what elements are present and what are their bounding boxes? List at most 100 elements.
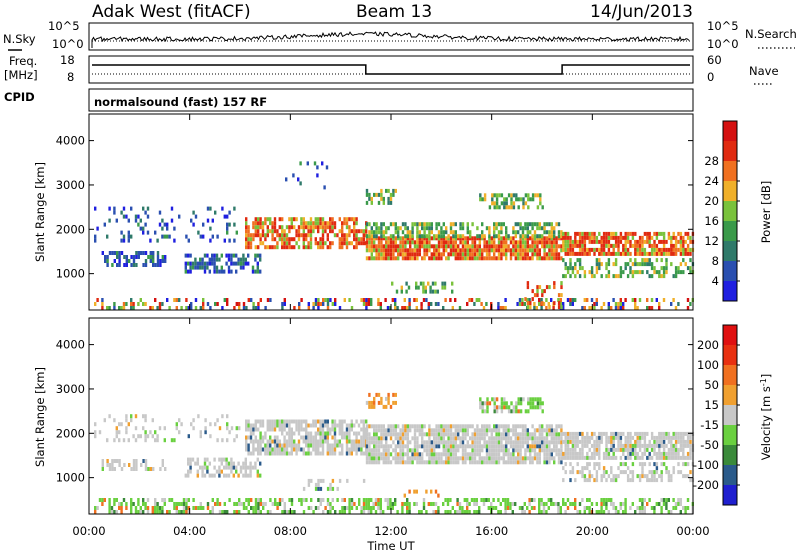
echo-cell: [144, 502, 147, 506]
echo-cell: [122, 498, 126, 502]
echo-cell: [566, 451, 570, 456]
echo-cell: [483, 424, 486, 429]
echo-cell: [154, 506, 157, 510]
echo-cell: [641, 258, 644, 263]
echo-cell: [392, 448, 395, 453]
echo-cell: [629, 439, 632, 444]
echo-cell: [276, 435, 279, 440]
echo-cell: [288, 217, 291, 222]
echo-cell: [497, 240, 501, 245]
echo-cell: [319, 217, 322, 222]
echo-cell: [660, 510, 663, 514]
echo-cell: [524, 436, 527, 441]
echo-cell: [682, 451, 685, 456]
echo-cell: [343, 419, 346, 424]
echo-cell: [362, 233, 365, 238]
echo-cell: [206, 469, 209, 474]
echo-cell: [607, 451, 611, 456]
echo-cell: [449, 252, 453, 257]
echo-cell: [297, 237, 301, 242]
echo-cell: [502, 428, 505, 433]
echo-cell: [380, 440, 383, 445]
echo-cell: [677, 498, 680, 502]
echo-cell: [658, 274, 661, 279]
echo-cell: [648, 251, 651, 256]
echo-cell: [368, 392, 371, 397]
echo-cell: [394, 236, 397, 241]
echo-cell: [626, 262, 630, 267]
echo-cell: [300, 298, 303, 302]
echo-cell: [562, 431, 565, 436]
colorbar-swatch: [723, 221, 737, 242]
echo-cell: [526, 236, 529, 241]
echo-cell: [326, 486, 330, 491]
echo-cell: [622, 451, 625, 456]
echo-cell: [288, 241, 291, 246]
echo-cell: [555, 444, 558, 449]
echo-cell: [411, 252, 414, 257]
echo-cell: [461, 424, 465, 429]
echo-cell: [521, 248, 525, 253]
echo-cell: [610, 478, 613, 483]
echo-cell: [517, 240, 520, 245]
echo-cell: [650, 431, 654, 436]
echo-cell: [550, 440, 553, 445]
echo-cell: [612, 447, 615, 452]
echo-cell: [377, 392, 381, 397]
echo-cell: [495, 440, 498, 445]
echo-cell: [519, 252, 522, 257]
echo-cell: [505, 460, 508, 465]
echo-cell: [503, 397, 506, 402]
echo-cell: [545, 252, 549, 257]
echo-cell: [437, 256, 441, 261]
echo-cell: [416, 452, 419, 457]
echo-cell: [433, 452, 436, 457]
echo-cell: [536, 234, 539, 239]
echo-cell: [595, 510, 598, 514]
echo-cell: [473, 510, 476, 514]
echo-cell: [242, 265, 245, 270]
echo-cell: [529, 236, 532, 241]
echo-cell: [290, 225, 293, 230]
echo-cell: [588, 270, 591, 275]
echo-cell: [517, 397, 520, 402]
echo-cell: [394, 392, 397, 397]
echo-cell: [658, 435, 661, 440]
echo-cell: [425, 234, 429, 239]
echo-cell: [404, 444, 407, 449]
echo-cell: [357, 241, 361, 246]
colorbar-swatch: [723, 241, 737, 262]
echo-cell: [629, 243, 632, 248]
echo-cell: [541, 293, 544, 298]
echo-cell: [399, 252, 402, 257]
echo-cell: [459, 436, 462, 441]
echo-cell: [283, 229, 286, 234]
echo-cell: [660, 239, 663, 244]
echo-cell: [430, 502, 433, 506]
echo-cell: [581, 266, 584, 271]
echo-cell: [161, 234, 164, 239]
echo-cell: [686, 455, 690, 460]
echo-cell: [452, 456, 455, 461]
echo-cell: [481, 230, 484, 235]
colorbar-swatch: [723, 141, 737, 162]
echo-cell: [336, 423, 339, 428]
echo-cell: [512, 248, 515, 253]
echo-cell: [672, 470, 675, 475]
echo-cell: [677, 239, 680, 244]
echo-cell: [380, 192, 383, 197]
echo-cell: [483, 456, 486, 461]
echo-cell: [590, 231, 594, 236]
echo-cell: [650, 506, 654, 510]
echo-cell: [545, 230, 549, 235]
echo-cell: [507, 236, 510, 241]
echo-cell: [333, 435, 337, 440]
colorbar-frame: [722, 120, 738, 302]
echo-cell: [486, 401, 489, 406]
echo-cell: [516, 302, 519, 306]
echo-cell: [252, 451, 255, 456]
echo-cell: [476, 244, 479, 249]
echo-cell: [377, 298, 380, 302]
echo-cell: [447, 234, 450, 239]
echo-cell: [612, 478, 615, 483]
